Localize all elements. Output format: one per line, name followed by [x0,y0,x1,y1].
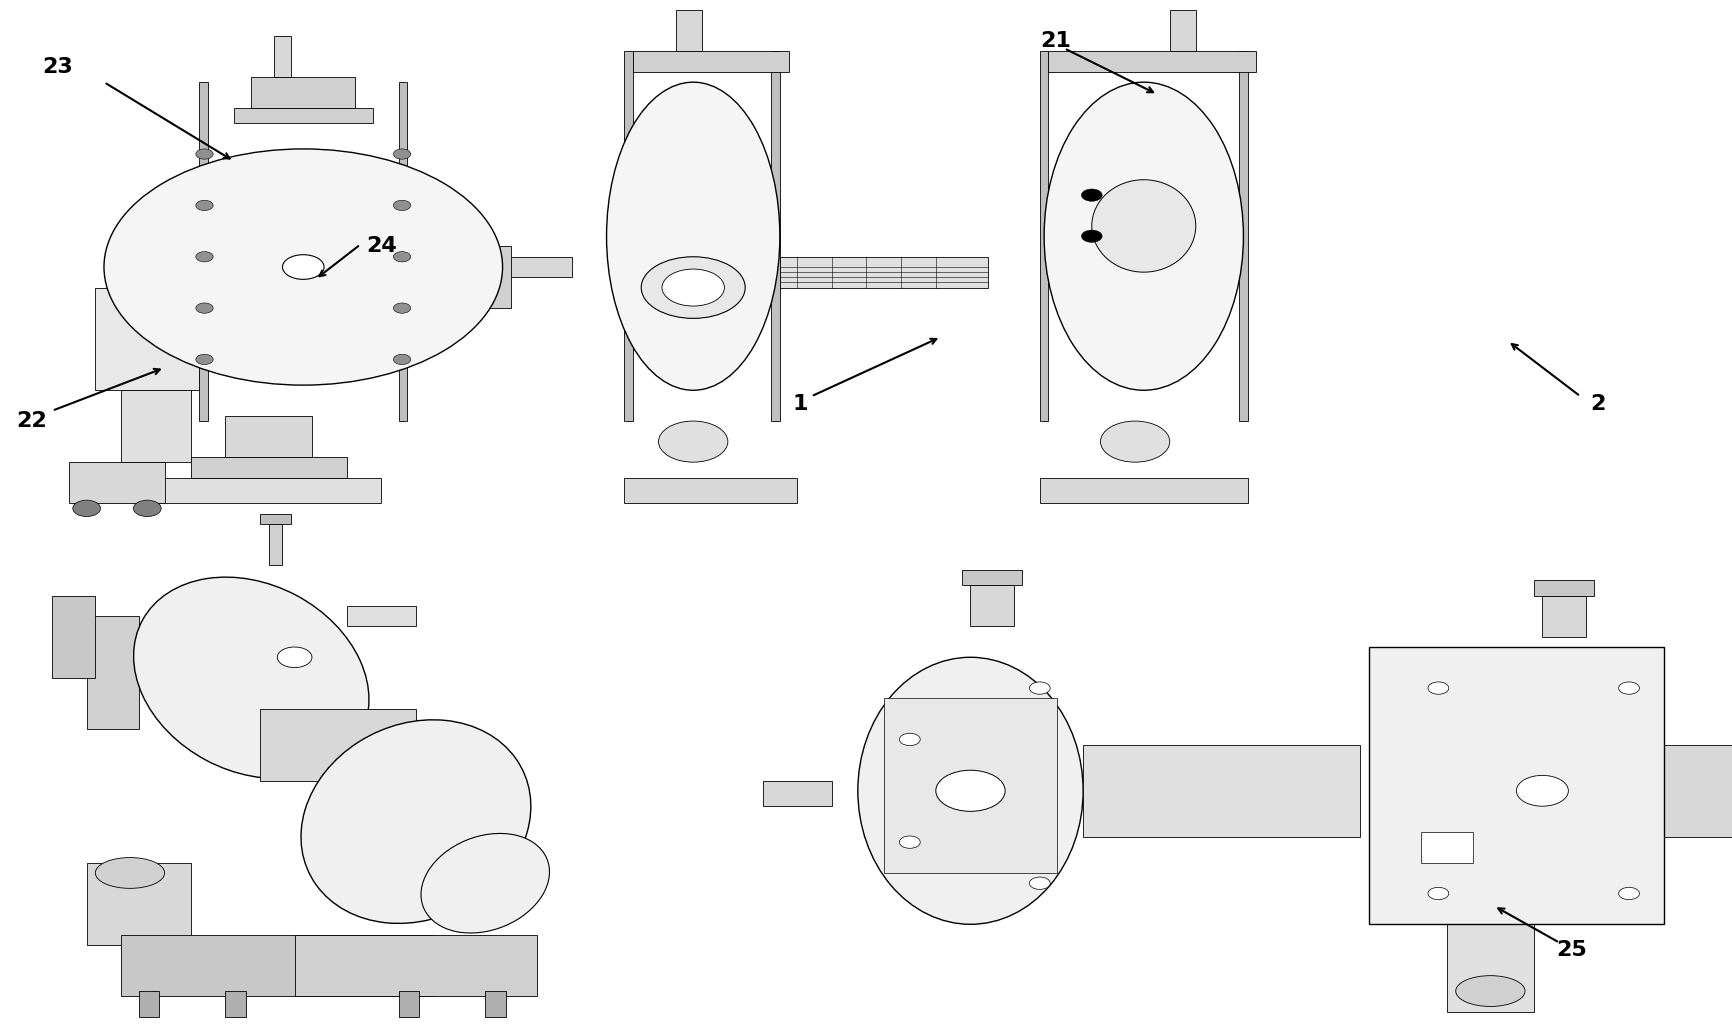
Circle shape [1029,877,1050,889]
Ellipse shape [95,858,165,888]
Bar [502,257,572,277]
Ellipse shape [1091,180,1195,272]
Bar [260,709,416,781]
Bar [260,514,291,524]
Bar [1082,745,1360,837]
Circle shape [899,733,920,746]
Text: 1: 1 [793,393,807,414]
Bar [624,51,632,421]
Text: 25: 25 [1555,940,1587,960]
Ellipse shape [1455,976,1524,1006]
Ellipse shape [421,834,549,933]
Circle shape [641,257,745,318]
Ellipse shape [857,657,1082,924]
Bar [1039,51,1048,421]
Circle shape [1081,230,1102,242]
Text: 21: 21 [1039,31,1070,51]
Circle shape [104,149,502,385]
Bar [1368,647,1663,924]
Circle shape [196,303,213,313]
Bar [675,10,701,51]
Text: 22: 22 [16,411,47,431]
Ellipse shape [1043,82,1244,390]
Bar [234,108,372,123]
Circle shape [662,269,724,306]
Circle shape [277,647,312,668]
Bar [268,524,282,565]
Ellipse shape [133,577,369,778]
Bar [1238,51,1247,421]
Bar [191,457,346,478]
Bar [274,36,291,77]
Bar [883,698,1057,873]
Text: 24: 24 [365,236,397,257]
Circle shape [1029,682,1050,694]
Circle shape [1427,682,1448,694]
Bar [398,82,407,421]
Bar [156,478,381,503]
Circle shape [935,770,1005,811]
Bar [961,570,1022,585]
Bar [407,216,450,257]
Bar [779,257,987,288]
Bar [139,991,159,1017]
Bar [251,77,355,108]
Bar [476,246,511,308]
Bar [225,991,246,1017]
Circle shape [1081,189,1102,201]
Circle shape [73,500,100,517]
Circle shape [393,354,410,365]
Bar [762,781,831,806]
Bar [1048,51,1256,72]
Circle shape [1516,775,1567,806]
Bar [485,991,506,1017]
Circle shape [899,836,920,848]
Bar [970,585,1013,626]
Bar [87,863,191,945]
Bar [69,462,165,503]
Bar [95,288,199,390]
Circle shape [196,200,213,211]
Bar [1663,745,1732,837]
Ellipse shape [301,720,530,923]
Circle shape [1427,887,1448,900]
Circle shape [196,252,213,262]
Circle shape [393,149,410,159]
Bar [121,390,191,462]
Bar [346,606,416,626]
Bar [1533,580,1593,596]
Bar [624,478,797,503]
Circle shape [282,255,324,279]
Bar [1420,832,1472,863]
Bar [407,267,459,329]
Bar [1541,596,1585,637]
Bar [225,416,312,457]
Text: 2: 2 [1590,393,1604,414]
Bar [121,935,433,996]
Circle shape [133,500,161,517]
Text: 23: 23 [42,56,73,77]
Bar [1169,10,1195,51]
Bar [1039,478,1247,503]
Circle shape [196,354,213,365]
Bar [294,935,537,996]
Circle shape [196,149,213,159]
Bar [632,51,788,72]
Ellipse shape [606,82,779,390]
Circle shape [393,252,410,262]
Ellipse shape [658,421,727,462]
Circle shape [1618,682,1638,694]
Circle shape [393,303,410,313]
Bar [87,616,139,729]
Ellipse shape [1100,421,1169,462]
Circle shape [393,200,410,211]
Bar [199,82,208,421]
Bar [771,51,779,421]
Bar [398,991,419,1017]
Bar [52,596,95,678]
Bar [1446,919,1533,1012]
Circle shape [1618,887,1638,900]
